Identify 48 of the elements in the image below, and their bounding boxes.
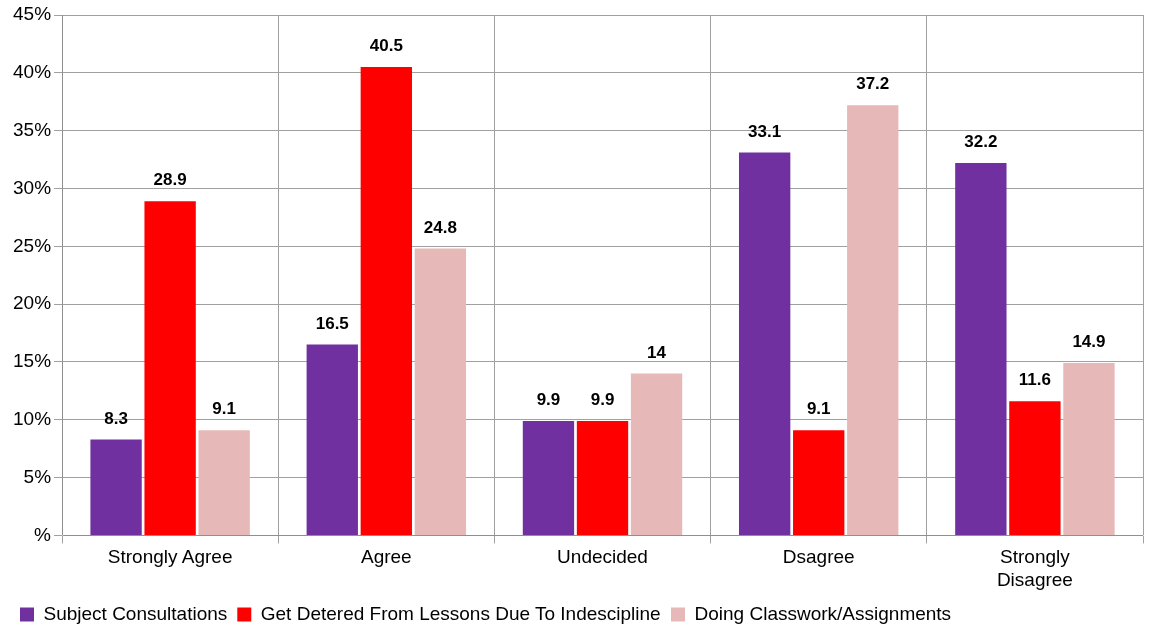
x-tick-label: Agree xyxy=(360,546,412,568)
bar xyxy=(955,163,1007,535)
data-label: 14 xyxy=(647,342,667,362)
y-tick-label: 40% xyxy=(13,61,52,83)
bar xyxy=(414,248,467,535)
x-tick-label: Undecided xyxy=(557,546,648,568)
y-tick-label: 30% xyxy=(13,176,52,198)
y-tick-label: 45% xyxy=(13,3,52,25)
x-tick-label: Strongly Agree xyxy=(107,546,233,568)
y-tick-label: 10% xyxy=(13,407,52,429)
bar xyxy=(793,430,845,535)
bar xyxy=(630,373,683,535)
x-tick-label: Strongly Disagree xyxy=(996,546,1073,590)
y-tick-label: % xyxy=(34,523,52,545)
data-label: 37.2 xyxy=(856,74,890,94)
legend-label: Subject Consultations xyxy=(43,602,228,624)
bar xyxy=(1009,401,1061,535)
y-tick-label: 15% xyxy=(13,350,52,372)
y-tick-label: 35% xyxy=(13,118,52,140)
data-label: 9.1 xyxy=(806,399,831,419)
x-tick-label: Dsagree xyxy=(782,546,855,568)
y-tick-label: 5% xyxy=(23,465,52,487)
legend-label: Doing Classwork/Assignments xyxy=(694,602,952,624)
legend-label: Get Detered From Lessons Due To Indescipline xyxy=(260,602,661,624)
bar xyxy=(576,420,629,535)
bar xyxy=(144,201,196,535)
bar xyxy=(198,430,250,535)
data-label: 11.6 xyxy=(1018,370,1051,390)
data-label: 9.9 xyxy=(536,390,561,410)
y-tick-label: 20% xyxy=(13,292,52,314)
data-label: 14.9 xyxy=(1072,332,1106,352)
data-label: 16.5 xyxy=(315,313,349,333)
bar xyxy=(306,344,358,535)
bar xyxy=(738,152,791,535)
data-label: 9.1 xyxy=(212,399,236,419)
bar xyxy=(1063,363,1115,535)
bar xyxy=(847,105,899,535)
data-label: 9.9 xyxy=(590,390,615,410)
data-label: 8.3 xyxy=(104,408,128,428)
data-label: 40.5 xyxy=(369,36,403,56)
data-label: 32.2 xyxy=(964,132,998,152)
bar xyxy=(522,420,575,535)
data-label: 33.1 xyxy=(748,121,782,141)
bar xyxy=(90,439,142,535)
data-label: 28.9 xyxy=(153,170,187,190)
data-label: 24.8 xyxy=(423,217,457,237)
y-tick-label: 25% xyxy=(13,234,52,256)
bar xyxy=(360,67,412,535)
